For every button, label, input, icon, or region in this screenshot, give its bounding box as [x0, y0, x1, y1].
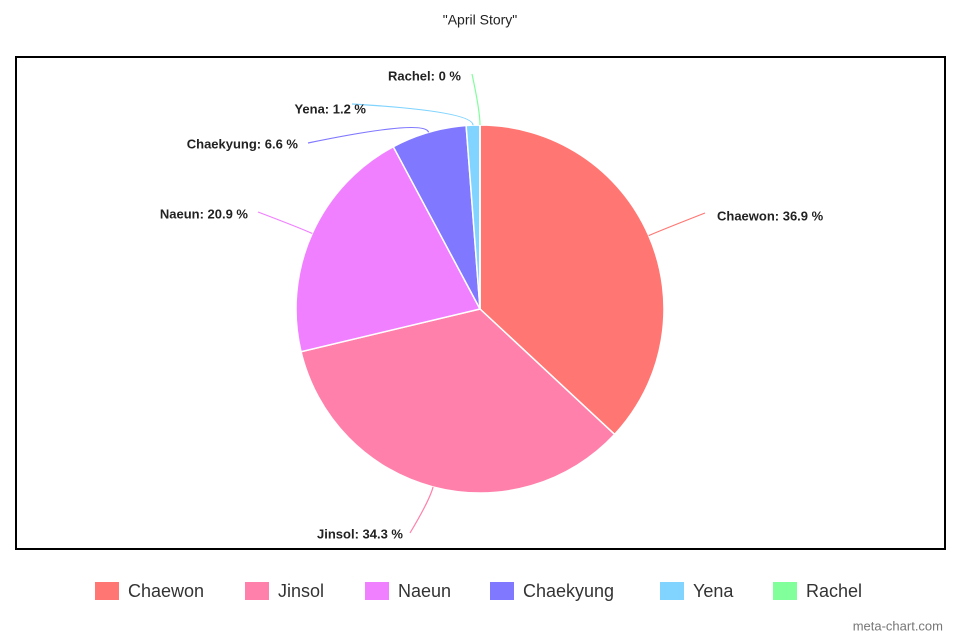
- data-label: Yena: 1.2 %: [294, 101, 366, 116]
- watermark: meta-chart.com: [853, 618, 943, 633]
- data-label: Jinsol: 34.3 %: [317, 526, 403, 541]
- data-label: Chaewon: 36.9 %: [717, 208, 824, 223]
- legend-swatch: [95, 582, 119, 600]
- plot-frame: [15, 56, 946, 550]
- data-label: Naeun: 20.9 %: [160, 206, 249, 221]
- leader-line: [648, 212, 706, 237]
- leader-line: [409, 486, 434, 534]
- data-label: Rachel: 0 %: [388, 68, 461, 83]
- leader-line: [257, 211, 313, 235]
- legend-label: Chaewon: [128, 581, 204, 601]
- legend-label: Jinsol: [278, 581, 324, 601]
- chart-title: "April Story": [443, 12, 518, 28]
- legend-swatch: [245, 582, 269, 600]
- legend-swatch: [773, 582, 797, 600]
- leader-line: [351, 103, 474, 126]
- legend-label: Chaekyung: [523, 581, 614, 601]
- legend-swatch: [365, 582, 389, 600]
- pie-slice: [295, 145, 482, 353]
- data-label: Chaekyung: 6.6 %: [187, 136, 299, 151]
- legend-label: Naeun: [398, 581, 451, 601]
- legend-swatch: [490, 582, 514, 600]
- legend-label: Rachel: [806, 581, 862, 601]
- leader-line: [471, 73, 481, 126]
- leader-line: [307, 126, 430, 144]
- pie-slice: [300, 308, 616, 494]
- legend-swatch: [660, 582, 684, 600]
- pie-slice: [479, 124, 665, 436]
- legend-label: Yena: [693, 581, 734, 601]
